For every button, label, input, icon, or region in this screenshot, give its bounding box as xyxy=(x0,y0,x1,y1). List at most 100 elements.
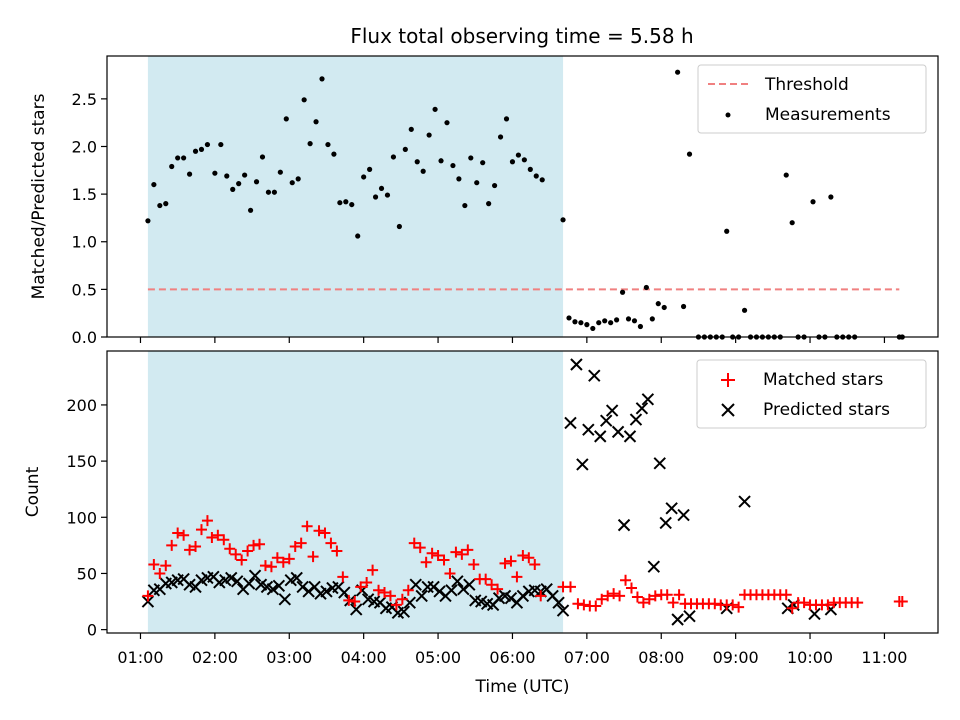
top-y-tick-label: 2.0 xyxy=(72,137,97,156)
matched-star-marker xyxy=(166,539,178,551)
bottom-panel-frame xyxy=(106,350,939,634)
matched-star-marker xyxy=(289,540,301,552)
measurement-point xyxy=(337,200,343,206)
measurement-point xyxy=(259,154,266,160)
measurement-point xyxy=(283,116,289,122)
matched-star-marker xyxy=(661,589,673,601)
measurement-point xyxy=(783,172,789,178)
predicted-star-marker xyxy=(141,595,155,608)
bottom-y-tick-label: 0 xyxy=(87,621,97,640)
legend-measurements-label: Measurements xyxy=(765,105,891,125)
predicted-star-marker xyxy=(290,571,303,585)
measurement-point xyxy=(527,166,533,172)
measurement-point xyxy=(521,157,527,163)
measurement-point xyxy=(619,289,626,295)
matched-star-marker xyxy=(206,532,218,544)
measurement-point xyxy=(480,160,486,166)
predicted-star-marker xyxy=(683,609,696,623)
measurement-point xyxy=(462,202,468,209)
matched-star-marker xyxy=(529,558,541,570)
matched-star-marker xyxy=(271,552,283,564)
matched-star-marker xyxy=(590,600,602,612)
matched-star-marker xyxy=(637,597,649,609)
matched-star-marker xyxy=(426,547,438,559)
predicted-star-marker xyxy=(278,593,292,606)
matched-star-marker xyxy=(402,584,414,596)
measurement-point xyxy=(789,220,795,226)
matched-star-marker xyxy=(517,549,529,561)
matched-star-marker xyxy=(667,597,679,609)
top-x-axis-ticks xyxy=(139,337,886,343)
predicted-star-marker xyxy=(463,578,476,591)
measurement-point xyxy=(343,199,349,205)
measurement-point xyxy=(560,217,566,223)
measurement-point xyxy=(319,76,325,82)
top-observing-window-shade xyxy=(147,56,564,337)
measurement-point xyxy=(474,180,480,186)
top-y-tick-label: 0.0 xyxy=(72,328,97,347)
top-y-axis: 0.0 0.5 1.0 1.5 2.0 2.5 xyxy=(72,90,107,347)
matched-star-marker xyxy=(620,574,632,586)
legend-predicted-label: Predicted stars xyxy=(763,400,890,420)
measurement-point xyxy=(230,186,236,192)
predicted-star-marker xyxy=(242,577,256,590)
measurement-point xyxy=(590,325,596,332)
bottom-y-tick-label: 200 xyxy=(66,396,97,415)
matched-star-marker xyxy=(142,590,154,602)
legend-measurements-symbol xyxy=(725,112,731,118)
matched-star-marker xyxy=(578,599,590,611)
measurement-point xyxy=(566,315,572,321)
predicted-star-marker xyxy=(635,402,649,415)
measurement-point xyxy=(444,120,450,126)
matched-star-marker xyxy=(572,598,584,610)
predicted-star-marker xyxy=(296,580,309,594)
x-tick-label: 07:00 xyxy=(564,648,610,667)
matched-star-marker xyxy=(230,548,242,560)
matched-star-marker xyxy=(259,560,271,572)
measurement-point xyxy=(271,189,277,195)
predicted-star-marker xyxy=(665,502,678,515)
predicted-star-marker xyxy=(427,580,440,594)
predicted-star-marker xyxy=(611,425,625,439)
matched-star-marker xyxy=(625,582,637,594)
measurement-point xyxy=(680,303,687,310)
measurement-point xyxy=(247,207,254,213)
measurement-point xyxy=(420,168,426,174)
x-tick-label: 11:00 xyxy=(861,648,907,667)
predicted-star-marker xyxy=(659,516,672,530)
matched-star-marker xyxy=(709,598,721,610)
matched-star-marker xyxy=(242,545,254,557)
predicted-star-marker xyxy=(599,414,613,427)
measurement-point xyxy=(515,152,522,158)
measurement-point xyxy=(367,166,373,172)
predicted-star-marker xyxy=(738,495,751,508)
bottom-y-axis: 0 50 100 150 200 xyxy=(66,396,107,640)
matched-star-marker xyxy=(673,589,685,601)
measurement-point xyxy=(361,174,367,180)
measurement-point xyxy=(277,169,283,175)
matched-star-marker xyxy=(301,520,313,532)
matched-star-marker xyxy=(396,593,408,605)
measurement-point xyxy=(192,148,199,154)
matched-star-marker xyxy=(780,589,792,601)
measurement-point xyxy=(218,141,224,148)
matched-star-marker xyxy=(486,579,498,591)
predicted-star-marker xyxy=(451,575,464,588)
measurement-point xyxy=(181,155,187,161)
matched-star-marker xyxy=(212,529,224,541)
matched-star-marker xyxy=(462,544,474,556)
measurement-point xyxy=(631,318,638,324)
matched-star-marker xyxy=(420,556,432,568)
matched-star-marker xyxy=(596,593,608,605)
predicted-star-marker xyxy=(320,585,333,598)
matched-star-marker xyxy=(438,554,450,566)
top-panel-frame xyxy=(106,55,939,338)
measurement-point xyxy=(741,307,748,313)
predicted-star-marker xyxy=(641,393,655,406)
predicted-star-marker xyxy=(605,404,619,417)
matched-star-marker xyxy=(384,590,396,602)
matched-star-marker xyxy=(195,524,207,536)
measurement-point xyxy=(584,322,590,328)
matched-star-marker xyxy=(154,567,166,579)
